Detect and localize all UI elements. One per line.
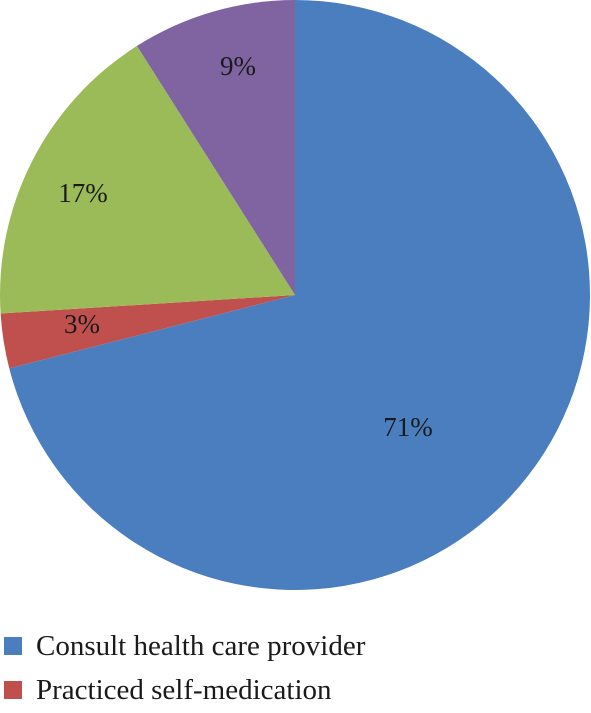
legend-item-practiced-self-medication: Practiced self-medication <box>0 668 591 712</box>
pie-data-label-3: 17% <box>58 178 108 208</box>
pie-data-label-4: 9% <box>220 51 256 81</box>
legend-label-consult: Consult health care provider <box>36 629 366 662</box>
pie-slice-2 <box>0 295 295 369</box>
legend-item-consult-health-care-provider: Consult health care provider <box>0 624 591 668</box>
pie-slices <box>0 0 591 591</box>
legend-swatch-consult <box>4 637 22 655</box>
chart-legend: Consult health care provider Practiced s… <box>0 624 591 712</box>
legend-swatch-self-medication <box>4 681 22 699</box>
pie-data-label-1: 71% <box>383 412 433 442</box>
pie-slice-4 <box>136 0 295 295</box>
pie-slice-3 <box>0 45 295 314</box>
legend-label-self-medication: Practiced self-medication <box>36 673 332 706</box>
pie-slice-1 <box>9 0 591 591</box>
pie-data-labels: 71% 3% 17% 9% <box>58 51 433 442</box>
pie-data-label-2: 3% <box>64 309 100 339</box>
